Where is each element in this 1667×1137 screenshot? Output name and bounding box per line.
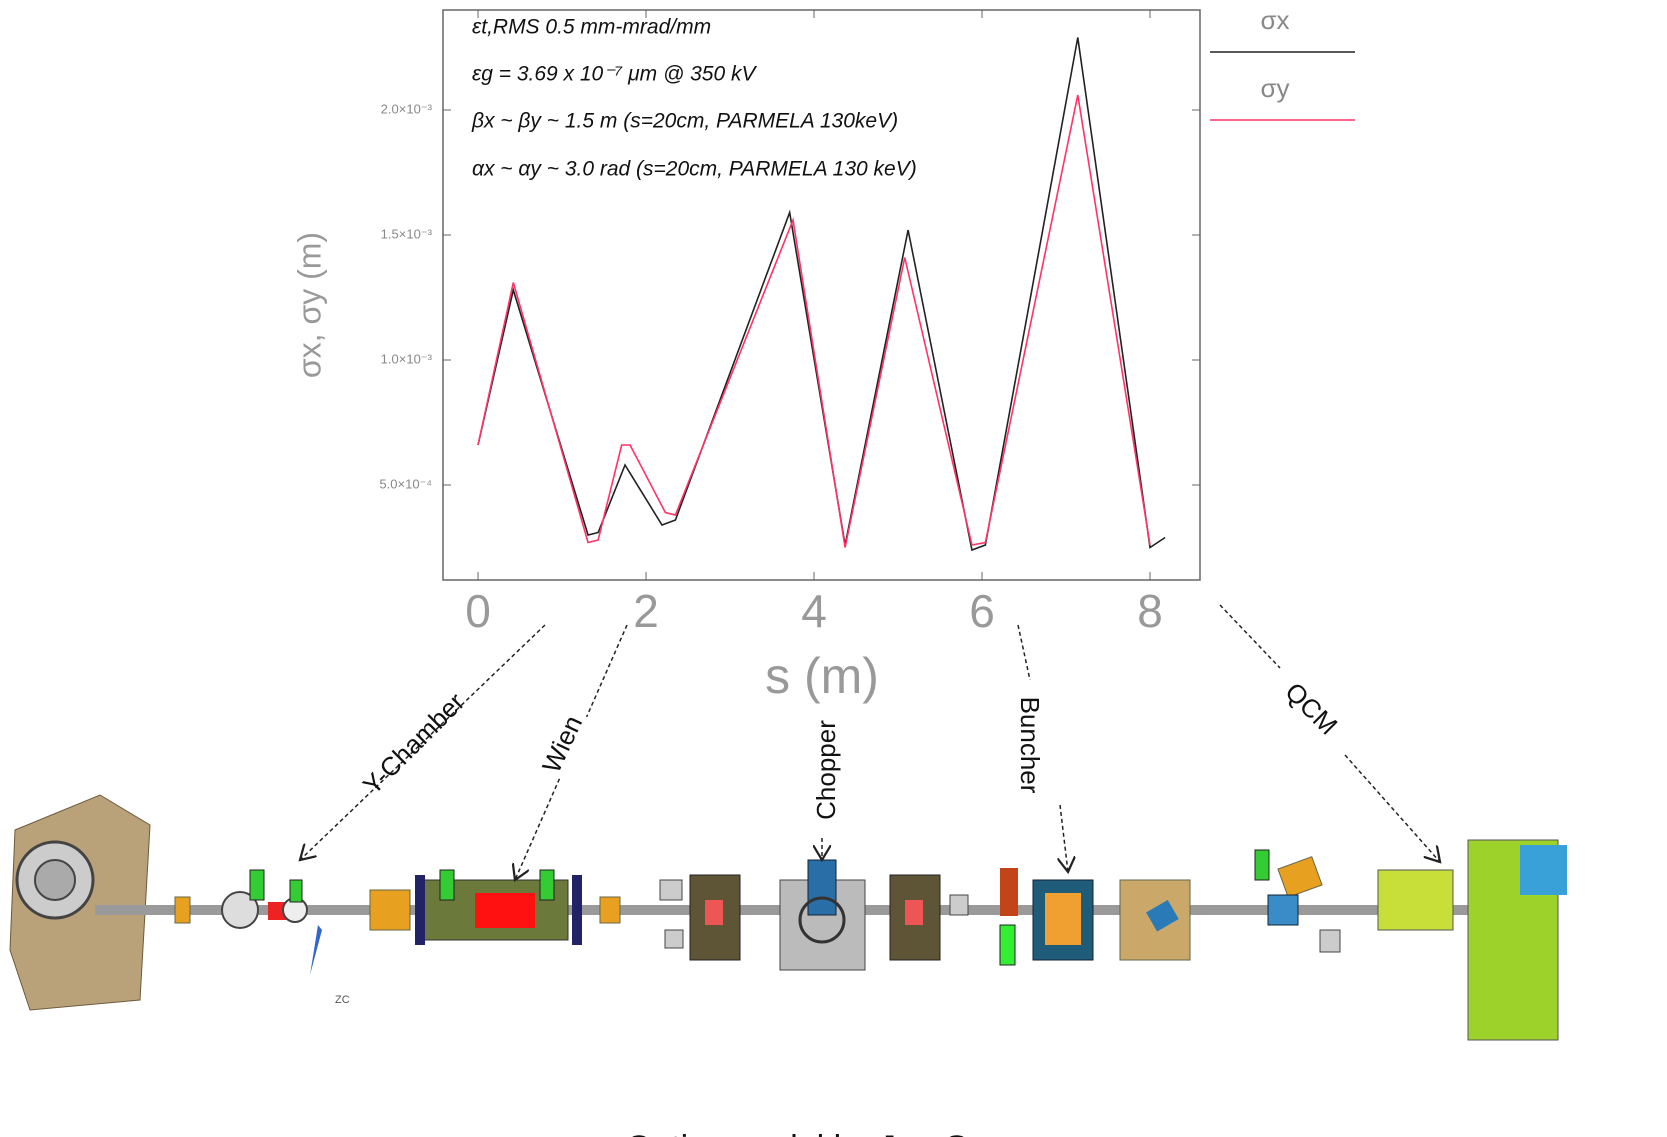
x-axis-label: s (m) bbox=[765, 648, 879, 704]
component-label: Y-Chamber bbox=[357, 686, 471, 800]
pointer bbox=[1018, 625, 1030, 680]
legend-label: σx bbox=[1260, 5, 1289, 35]
y-tick-label: 5.0×10⁻⁴ bbox=[379, 476, 432, 491]
pointer bbox=[1060, 805, 1068, 872]
annotation: αx ~ αy ~ 3.0 rad (s=20cm, PARMELA 130 k… bbox=[472, 158, 917, 181]
component-label: Buncher bbox=[1015, 697, 1045, 794]
caption: Optics model by Joe Grames bbox=[626, 1129, 1064, 1137]
y-tick-label: 2.0×10⁻³ bbox=[381, 101, 433, 116]
pointer bbox=[1220, 605, 1280, 668]
legend-label: σy bbox=[1260, 73, 1289, 103]
page: εt,RMS 0.5 mm-mrad/mm εg = 3.69 x 10⁻⁷ μ… bbox=[0, 0, 1667, 1137]
y-tick-label: 1.0×10⁻³ bbox=[381, 351, 433, 366]
beamline-diagram bbox=[10, 795, 1567, 1040]
axis-label-zc: ZC bbox=[335, 994, 350, 1006]
x-tick-label: 4 bbox=[801, 585, 827, 637]
annotation: βx ~ βy ~ 1.5 m (s=20cm, PARMELA 130keV) bbox=[471, 110, 898, 133]
x-tick-label: 0 bbox=[465, 585, 491, 637]
pointer bbox=[1345, 755, 1440, 862]
component-label: Chopper bbox=[811, 720, 841, 820]
x-tick-label: 2 bbox=[633, 585, 659, 637]
y-axis-label: σx, σy (m) bbox=[291, 232, 327, 378]
component-label: QCM bbox=[1279, 676, 1343, 740]
component-label: Wien bbox=[536, 711, 588, 777]
annotation: εg = 3.69 x 10⁻⁷ μm @ 350 kV bbox=[472, 63, 757, 86]
x-tick-label: 6 bbox=[969, 585, 995, 637]
y-tick-label: 1.5×10⁻³ bbox=[381, 226, 433, 241]
annotation: εt,RMS 0.5 mm-mrad/mm bbox=[472, 16, 711, 39]
x-tick-label: 8 bbox=[1137, 585, 1163, 637]
